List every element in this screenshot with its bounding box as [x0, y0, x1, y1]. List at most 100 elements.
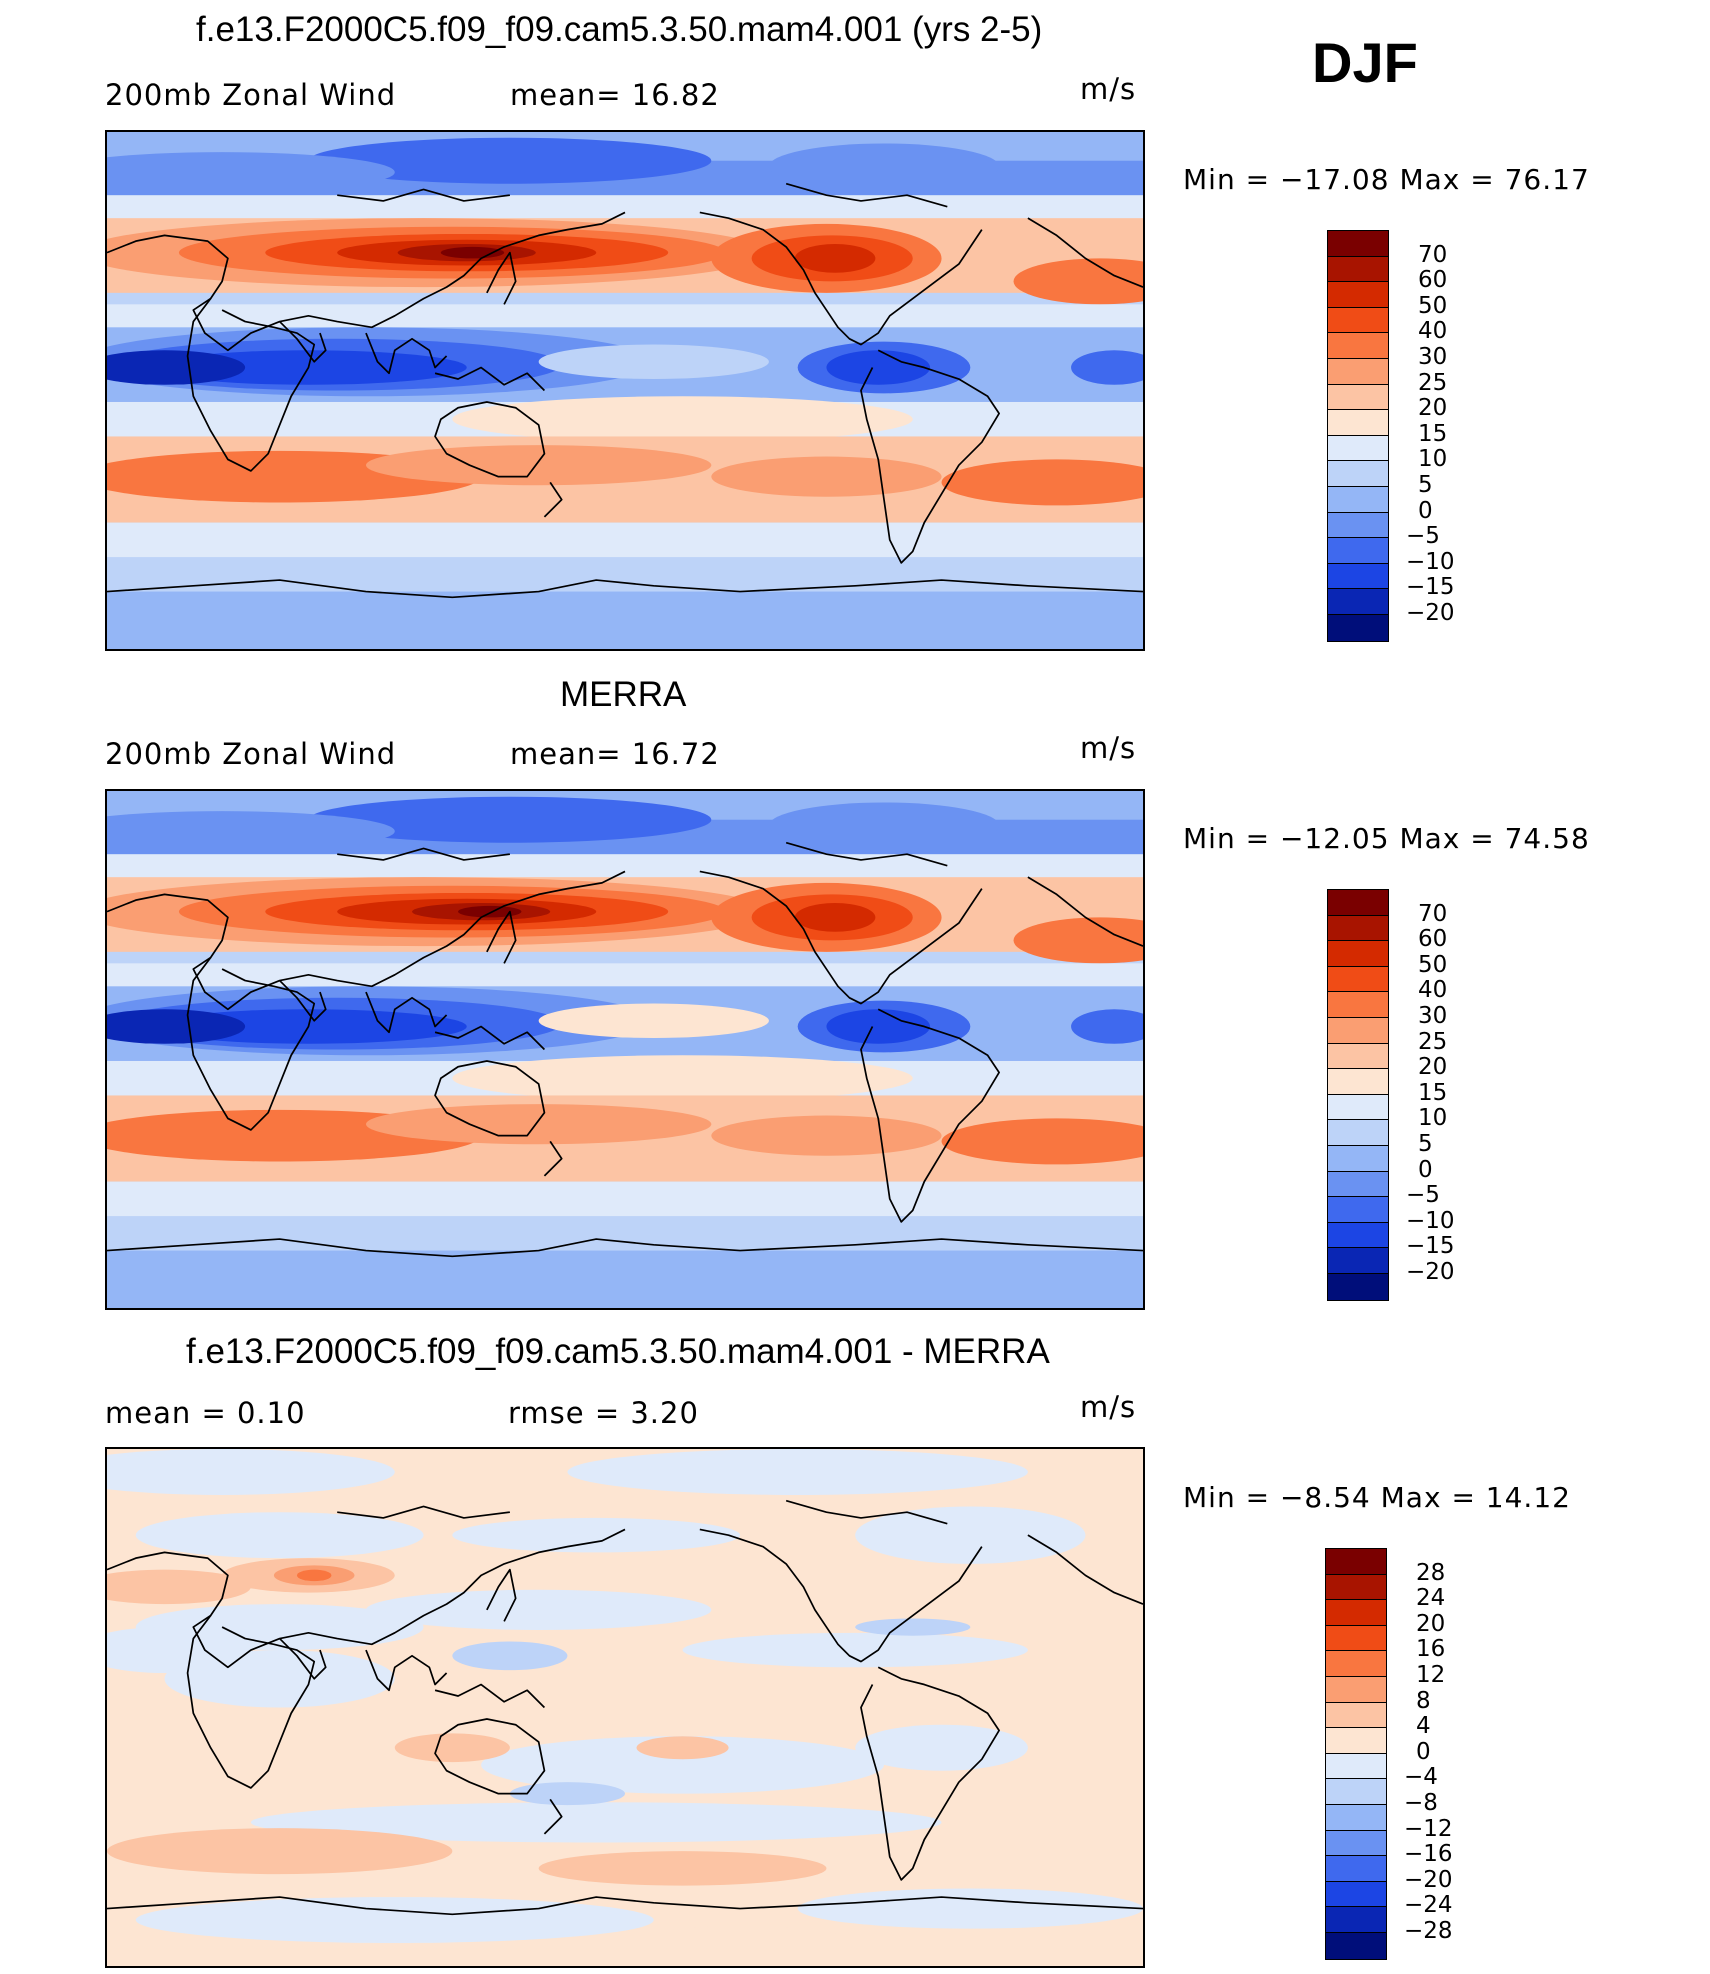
colorbar-swatch	[1326, 1779, 1386, 1805]
colorbar-tick-label: 12	[1416, 1662, 1446, 1688]
colorbar-swatches	[1327, 230, 1389, 642]
colorbar-tick-label: −12	[1404, 1815, 1453, 1842]
season-label: DJF	[1312, 31, 1418, 94]
colorbar-tick-label: 10	[1418, 1105, 1448, 1132]
colorbar-tick-label: 25	[1418, 1028, 1448, 1055]
colorbar-swatch	[1328, 589, 1388, 615]
colorbar-swatch	[1326, 1881, 1386, 1908]
colorbar-tick-label: 25	[1418, 369, 1448, 396]
colorbar-swatch	[1328, 1069, 1388, 1095]
colorbar-tick-label: 40	[1418, 977, 1448, 1004]
colorbar-swatch	[1328, 538, 1388, 564]
colorbar-tick-label: −15	[1406, 574, 1455, 601]
colorbar-tick-label: −20	[1406, 1259, 1455, 1285]
colorbar-swatch	[1328, 1017, 1388, 1044]
colorbar-tick-label: −15	[1406, 1233, 1455, 1260]
colorbar-tick-label: 20	[1418, 395, 1448, 422]
colorbar-tick-label: 5	[1418, 1131, 1433, 1157]
colorbar-tick-label: −16	[1404, 1841, 1453, 1868]
colorbar-tick-label: 20	[1416, 1610, 1446, 1637]
colorbar-tick-label: 8	[1416, 1687, 1431, 1714]
colorbar-tick-label: 50	[1418, 292, 1448, 319]
colorbar-tick-label: 30	[1418, 344, 1448, 370]
colorbar-swatch	[1328, 282, 1388, 308]
colorbar-swatch	[1326, 1907, 1386, 1933]
colorbar-tick-label: 70	[1418, 241, 1448, 268]
colorbar-tick-label: −20	[1406, 600, 1455, 626]
colorbar-swatch	[1328, 486, 1388, 513]
colorbar-swatch	[1328, 563, 1388, 590]
colorbar-tick-label: 16	[1416, 1636, 1446, 1663]
minmax-label: Min = −8.54 Max = 14.12	[1183, 1481, 1571, 1514]
colorbar-swatch	[1326, 1625, 1386, 1652]
colorbar-swatch	[1328, 256, 1388, 283]
variable-label: 200mb Zonal Wind	[105, 78, 397, 112]
colorbar-tick-label: −10	[1406, 548, 1455, 575]
colorbar-swatch	[1326, 1932, 1386, 1959]
colorbar-swatch	[1328, 1094, 1388, 1121]
colorbar-swatch	[1328, 1171, 1388, 1198]
colorbar-tick-label: 15	[1418, 420, 1448, 447]
world-map-obs	[105, 789, 1145, 1310]
colorbar-swatch	[1328, 435, 1388, 462]
colorbar-tick-label: −24	[1404, 1892, 1453, 1919]
colorbar-tick-label: 10	[1418, 446, 1448, 473]
colorbar-swatch	[1328, 1197, 1388, 1223]
colorbar-swatch	[1328, 890, 1388, 916]
colorbar-tick-label: −28	[1404, 1918, 1453, 1944]
panel-title: f.e13.F2000C5.f09_f09.cam5.3.50.mam4.001…	[196, 10, 1043, 49]
colorbar-swatch	[1326, 1651, 1386, 1677]
world-map-diff	[105, 1447, 1145, 1968]
colorbar-tick-label: 0	[1418, 497, 1433, 524]
colorbar-tick-label: 40	[1418, 318, 1448, 345]
colorbar-swatch	[1326, 1728, 1386, 1754]
colorbar-swatch	[1328, 915, 1388, 942]
rmse-label: rmse = 3.20	[508, 1396, 699, 1430]
colorbar-tick-label: 24	[1416, 1585, 1446, 1612]
colorbar-swatches	[1325, 1548, 1387, 1960]
colorbar-swatch	[1328, 941, 1388, 967]
colorbar-swatch	[1328, 1145, 1388, 1172]
colorbar-swatch	[1328, 410, 1388, 436]
colorbar-swatch	[1328, 461, 1388, 487]
colorbar-tick-label: 30	[1418, 1003, 1448, 1029]
colorbar-swatch	[1328, 384, 1388, 411]
colorbar-swatch	[1328, 1043, 1388, 1070]
colorbar-tick-label: 0	[1416, 1738, 1431, 1765]
colorbar-swatch	[1328, 1248, 1388, 1274]
colorbar-tick-label: 4	[1416, 1713, 1431, 1740]
diff-mean-label: mean = 0.10	[105, 1396, 306, 1430]
minmax-label: Min = −17.08 Max = 76.17	[1183, 163, 1590, 196]
panel-title: f.e13.F2000C5.f09_f09.cam5.3.50.mam4.001…	[186, 1332, 1050, 1371]
colorbar-tick-label: 15	[1418, 1079, 1448, 1106]
world-map-model	[105, 130, 1145, 651]
colorbar-tick-label: 50	[1418, 951, 1448, 978]
colorbar-swatch	[1326, 1549, 1386, 1575]
units-label: m/s	[1080, 72, 1137, 106]
variable-label: 200mb Zonal Wind	[105, 737, 397, 771]
colorbar-swatch	[1328, 614, 1388, 641]
units-label: m/s	[1080, 731, 1137, 765]
colorbar-swatch	[1326, 1804, 1386, 1831]
colorbar-swatch	[1328, 1222, 1388, 1249]
colorbar-tick-label: −5	[1406, 523, 1440, 550]
colorbar-swatch	[1326, 1856, 1386, 1882]
colorbar-swatch	[1328, 992, 1388, 1018]
minmax-label: Min = −12.05 Max = 74.58	[1183, 822, 1590, 855]
colorbar-tick-label: −4	[1404, 1764, 1438, 1791]
colorbar-swatch	[1328, 358, 1388, 385]
colorbar-swatch	[1328, 333, 1388, 359]
mean-label: mean= 16.72	[510, 737, 720, 771]
colorbar-tick-label: 5	[1418, 472, 1433, 498]
colorbar-swatch	[1328, 966, 1388, 993]
colorbar-swatch	[1326, 1676, 1386, 1703]
colorbar-swatch	[1326, 1702, 1386, 1729]
panel-title: MERRA	[560, 675, 687, 714]
colorbar-swatch	[1328, 231, 1388, 257]
colorbar-swatch	[1326, 1753, 1386, 1780]
colorbar-tick-label: −10	[1406, 1207, 1455, 1234]
units-label: m/s	[1080, 1390, 1137, 1424]
mean-label: mean= 16.82	[510, 78, 720, 112]
colorbar-tick-label: −8	[1404, 1790, 1438, 1816]
colorbar-swatch	[1328, 1120, 1388, 1146]
